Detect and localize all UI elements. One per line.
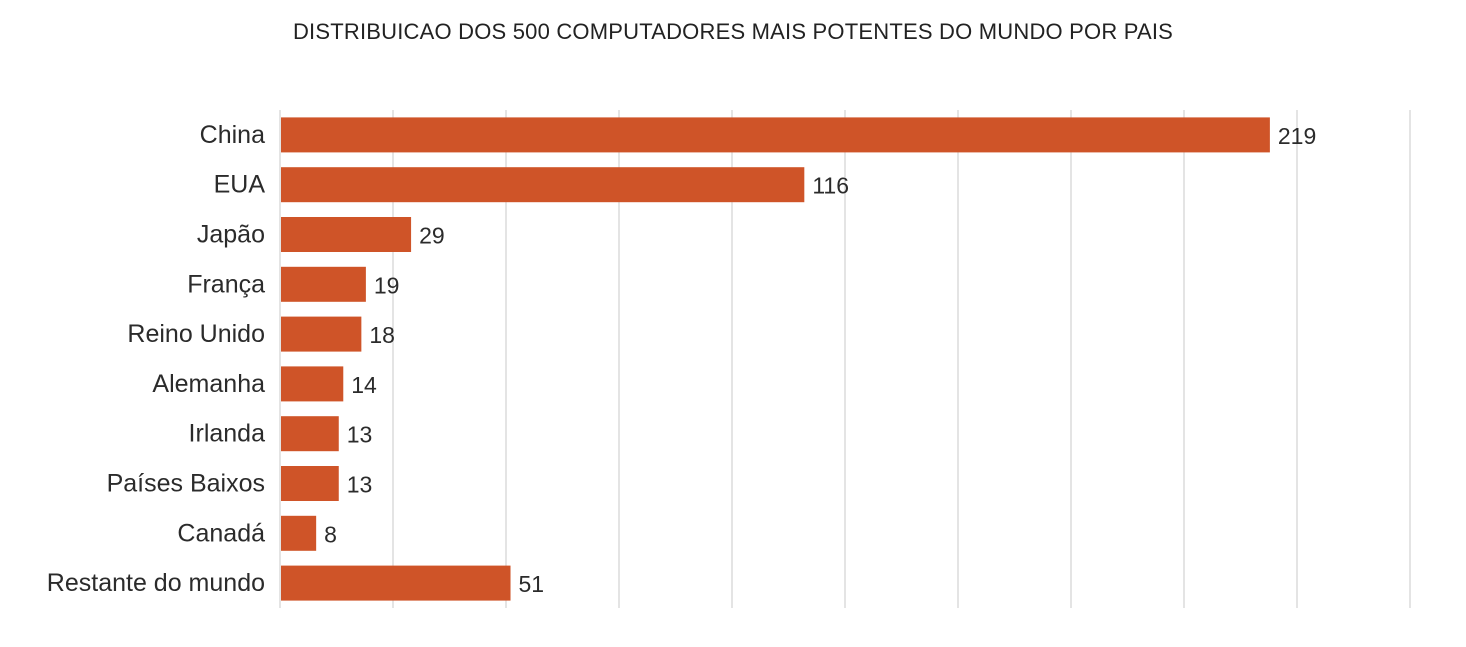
data-label: 8 [324,521,337,547]
bar [281,167,805,203]
bar [281,416,339,452]
bar [281,117,1270,153]
bar [281,466,339,501]
data-label: 29 [419,223,445,249]
category-label: China [200,121,265,149]
bar [281,565,511,601]
data-label: 19 [374,272,400,298]
data-label: 13 [347,422,373,448]
category-label: França [187,270,265,298]
data-label: 18 [369,322,395,348]
labels: China 219 EUA 116 Japão 29 França 19 Reino Unido… [47,121,1316,597]
bar [281,515,317,551]
bar [281,316,362,352]
data-label: 14 [351,372,377,398]
data-label: 51 [519,571,545,597]
category-label: Canadá [177,519,265,547]
category-label: Alemanha [152,370,265,398]
data-label: 116 [812,173,849,199]
category-label: EUA [214,171,266,199]
bar [281,266,366,302]
category-label: Reino Unido [127,320,265,348]
category-label: Irlanda [189,420,266,448]
category-label: Japão [197,221,265,249]
category-label: Países Baixos [107,470,265,498]
category-label: Restante do mundo [47,569,265,597]
bar [281,217,412,252]
data-label: 219 [1278,123,1316,149]
bar [281,366,344,402]
chart-title: DISTRIBUICAO DOS 500 COMPUTADORES MAIS P… [292,19,1174,44]
data-label: 13 [347,472,373,498]
bars [281,117,1270,601]
